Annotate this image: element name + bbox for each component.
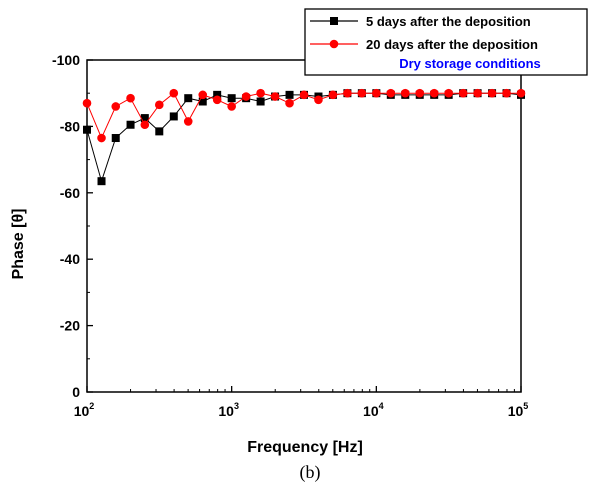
series-1	[83, 89, 525, 186]
x-tick-label: 105	[508, 401, 529, 419]
data-point-circle	[343, 88, 352, 98]
data-point-square	[184, 94, 193, 103]
legend-item-1: 5 days after the deposition	[310, 14, 531, 29]
data-point-circle	[502, 88, 511, 98]
data-point-circle	[241, 92, 251, 101]
x-tick-exponent: 3	[234, 401, 239, 411]
data-point-circle	[400, 88, 410, 98]
x-axis-title: Frequency [Hz]	[247, 439, 363, 456]
data-point-circle	[183, 117, 193, 126]
y-tick-label: -80	[60, 118, 80, 134]
data-point-circle	[299, 90, 309, 100]
data-point-circle	[386, 88, 396, 98]
x-tick-exponent: 2	[89, 401, 94, 411]
series-line	[86, 92, 521, 140]
data-point-square	[227, 94, 236, 103]
data-point-circle	[516, 88, 526, 98]
data-point-square	[97, 177, 106, 186]
plot-frame-layer	[86, 59, 522, 393]
data-point-square	[155, 127, 164, 136]
data-series	[82, 88, 526, 186]
data-point-circle	[357, 88, 367, 98]
legend-box	[304, 8, 588, 76]
x-tick-label: 103	[218, 401, 239, 419]
data-point-circle	[111, 102, 121, 111]
y-axis-title: Phase [θ]	[10, 209, 27, 280]
data-point-circle	[82, 98, 92, 108]
data-point-circle	[285, 98, 294, 108]
x-tick-label: 104	[363, 401, 384, 419]
legend-note: Dry storage conditions	[399, 56, 541, 71]
data-point-circle	[97, 133, 106, 143]
x-tick-exponent: 4	[379, 401, 384, 411]
data-point-circle	[256, 88, 265, 98]
data-point-square	[126, 120, 135, 129]
y-tick-label: -60	[60, 185, 80, 201]
data-point-square	[169, 112, 178, 121]
data-point-circle	[444, 88, 453, 98]
data-point-circle	[140, 120, 150, 130]
data-point-circle	[212, 95, 222, 105]
data-point-square	[198, 97, 207, 106]
data-point-square	[213, 90, 222, 99]
legend-label: 20 days after the deposition	[366, 37, 538, 52]
y-tick-label: -100	[52, 52, 80, 68]
data-point-circle	[458, 88, 468, 98]
data-point-square	[83, 125, 91, 134]
data-point-circle	[227, 102, 236, 111]
data-point-circle	[372, 88, 381, 98]
data-point-circle	[415, 88, 425, 98]
data-point-circle	[487, 88, 497, 98]
legend-marker-square	[330, 17, 338, 25]
y-tick-label: -20	[60, 318, 80, 334]
y-tick-label: 0	[72, 384, 80, 400]
data-point-square	[111, 134, 120, 143]
data-point-circle	[169, 88, 179, 98]
series-line	[86, 92, 522, 183]
plot-frame	[86, 59, 522, 393]
legend: 5 days after the deposition 20 days after…	[304, 8, 588, 76]
legend-item-2: 20 days after the deposition	[310, 37, 538, 52]
data-point-circle	[126, 93, 135, 103]
y-tick-label: -40	[60, 251, 80, 267]
figure-caption: (b)	[300, 462, 321, 483]
data-point-circle	[328, 90, 338, 100]
x-tick-label: 102	[74, 401, 95, 419]
data-point-circle	[270, 92, 280, 101]
data-point-circle	[314, 95, 323, 105]
legend-label: 5 days after the deposition	[366, 14, 531, 29]
data-point-square	[140, 114, 149, 123]
data-point-circle	[429, 88, 439, 98]
data-point-circle	[473, 88, 482, 98]
legend-marker-circle	[329, 39, 339, 49]
x-tick-exponent: 5	[523, 401, 528, 411]
data-point-square	[285, 90, 294, 99]
data-point-circle	[154, 100, 164, 110]
data-point-circle	[198, 90, 208, 100]
data-point-square	[256, 97, 265, 106]
series-2	[82, 88, 526, 143]
